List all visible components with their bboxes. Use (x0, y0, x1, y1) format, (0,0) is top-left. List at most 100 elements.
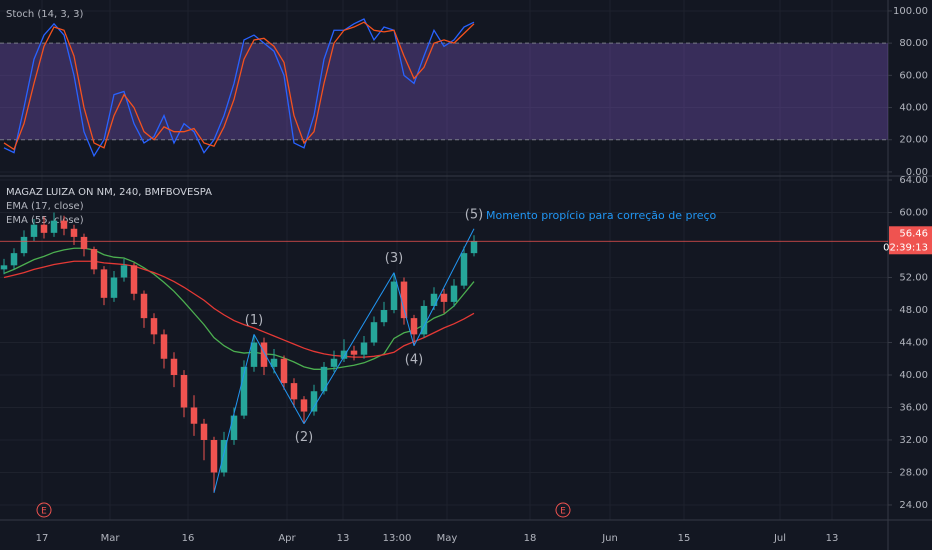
x-tick-label: 16 (182, 533, 195, 544)
candle-body (130, 265, 138, 294)
x-tick-label: 15 (678, 533, 691, 544)
candle-body (330, 358, 338, 367)
candle-body (10, 253, 18, 266)
indicator-line (3, 21, 475, 151)
candle-body (90, 249, 98, 270)
event-icon[interactable] (36, 502, 52, 518)
last-price-box (889, 226, 932, 255)
y-tick-label: 60.00 (899, 208, 928, 219)
candle-body (360, 342, 368, 355)
wave-label: (1) (245, 313, 263, 328)
event-marker[interactable]: E (36, 502, 52, 518)
wave-label: (4) (405, 352, 423, 367)
indicator-line (3, 260, 475, 358)
candle-body (250, 342, 258, 367)
candle-body (30, 224, 38, 237)
candle-body (390, 281, 398, 311)
candle-body (270, 358, 278, 367)
wave-label: (5) (465, 207, 483, 222)
candle-body (420, 305, 428, 335)
stoch-band (0, 43, 888, 140)
wave-label: (3) (385, 251, 403, 266)
candle-body (50, 220, 58, 233)
x-tick-label: Jun (601, 533, 618, 544)
candle-body (470, 241, 478, 254)
y-tick-label: 24.00 (899, 500, 928, 511)
x-tick-label: 13:00 (383, 533, 412, 544)
ema17-legend: EMA (17, close) (6, 201, 84, 212)
y-tick-label: 52.00 (899, 273, 928, 284)
y-tick-label: 40.00 (899, 370, 928, 381)
candle-body (150, 318, 158, 335)
wave-line (213, 334, 255, 493)
candle-body (20, 236, 28, 254)
candle-body (70, 228, 78, 237)
candle-body (430, 293, 438, 306)
x-tick-label: Mar (101, 533, 121, 544)
candle-body (110, 277, 118, 298)
stoch-title: Stoch (14, 3, 3) (6, 9, 83, 20)
candle-body (210, 439, 218, 473)
event-icon[interactable] (555, 502, 571, 518)
candle-body (290, 383, 298, 400)
candle-body (160, 334, 168, 359)
indicator-line (3, 18, 475, 158)
wave-line (393, 272, 415, 346)
ema55-legend: EMA (55, close) (6, 215, 84, 226)
candle-body (0, 265, 8, 270)
candle-body (370, 322, 378, 343)
candle-body (380, 310, 388, 323)
candle-body (180, 374, 188, 408)
y-tick-label: 60.00 (899, 70, 928, 81)
x-tick-label: Jul (773, 533, 786, 544)
candle-body (60, 220, 68, 229)
candle-body (410, 318, 418, 335)
x-tick-label: May (437, 533, 458, 544)
candle-body (300, 399, 308, 412)
candle-body (190, 407, 198, 424)
wave-line (303, 272, 395, 424)
y-tick-label: 64.00 (899, 175, 928, 186)
y-tick-label: 36.00 (899, 402, 928, 413)
wave-line (413, 228, 475, 346)
candle-body (280, 358, 288, 384)
y-tick-label: 28.00 (899, 467, 928, 478)
candle-body (120, 265, 128, 278)
candle-body (460, 253, 468, 286)
candle-body (230, 415, 238, 440)
y-tick-label: 20.00 (899, 135, 928, 146)
event-marker[interactable]: E (555, 502, 571, 518)
y-tick-label: 0.00 (906, 167, 928, 178)
y-tick-label: 48.00 (899, 305, 928, 316)
candle-body (220, 439, 228, 473)
y-tick-label: 44.00 (899, 338, 928, 349)
price-title: MAGAZ LUIZA ON NM, 240, BMFBOVESPA (6, 187, 212, 198)
candle-body (100, 269, 108, 298)
y-tick-label: 40.00 (899, 103, 928, 114)
candle-body (310, 391, 318, 412)
candle-body (320, 366, 328, 392)
event-letter: E (41, 507, 47, 517)
x-tick-label: 13 (826, 533, 839, 544)
x-tick-label: Apr (278, 533, 296, 544)
candle-body (140, 293, 148, 319)
candle-body (350, 350, 358, 355)
candle-body (340, 350, 348, 359)
countdown: 02:39:13 (883, 242, 928, 253)
x-tick-label: 18 (524, 533, 537, 544)
candle-body (260, 342, 268, 367)
candle-body (170, 358, 178, 375)
candle-body (450, 285, 458, 302)
candle-body (40, 224, 48, 233)
candle-body (200, 423, 208, 440)
x-tick-label: 13 (337, 533, 350, 544)
candle-body (240, 366, 248, 416)
event-letter: E (560, 507, 566, 517)
wave-line (253, 334, 305, 424)
candle-body (400, 281, 408, 319)
y-tick-label: 100.00 (893, 6, 928, 17)
y-tick-label: 80.00 (899, 38, 928, 49)
candle-body (80, 236, 88, 250)
